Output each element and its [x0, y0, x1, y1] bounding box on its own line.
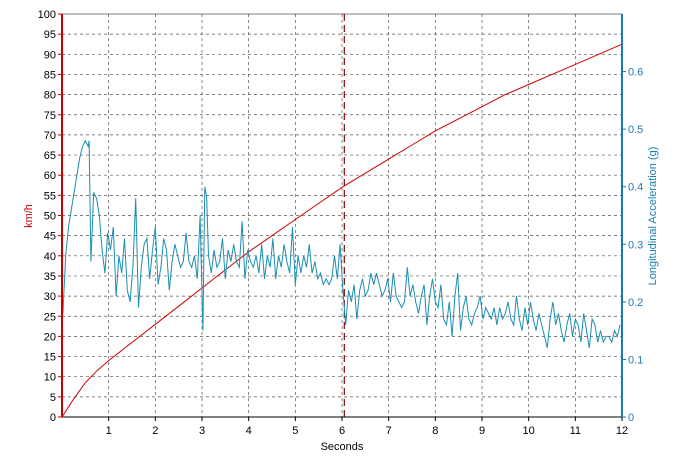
right-tick-label: 0.3 — [628, 239, 643, 251]
left-tick-label: 70 — [44, 130, 56, 142]
x-tick-label: 2 — [152, 425, 158, 437]
x-tick-label: 12 — [616, 425, 628, 437]
left-tick-label: 0 — [50, 412, 56, 424]
x-tick-label: 7 — [386, 425, 392, 437]
left-axis-title: km/h — [23, 204, 35, 228]
left-tick-label: 10 — [44, 372, 56, 384]
left-tick-label: 30 — [44, 291, 56, 303]
left-tick-label: 65 — [44, 150, 56, 162]
left-tick-label: 85 — [44, 69, 56, 81]
grid — [62, 14, 622, 417]
x-tick-label: 6 — [339, 425, 345, 437]
acceleration-series-line — [62, 139, 621, 349]
left-tick-label: 55 — [44, 190, 56, 202]
left-tick-label: 40 — [44, 251, 56, 263]
left-tick-label: 35 — [44, 271, 56, 283]
left-tick-label: 80 — [44, 90, 56, 102]
right-tick-label: 0.1 — [628, 354, 643, 366]
right-tick-label: 0.2 — [628, 297, 643, 309]
right-tick-label: 0.5 — [628, 124, 643, 136]
left-tick-label: 5 — [50, 392, 56, 404]
left-tick-label: 60 — [44, 170, 56, 182]
x-tick-label: 11 — [570, 425, 581, 437]
x-tick-label: 10 — [523, 425, 535, 437]
right-tick-label: 0.4 — [628, 182, 643, 194]
left-tick-label: 50 — [44, 211, 56, 223]
x-tick-label: 5 — [292, 425, 298, 437]
x-tick-label: 8 — [432, 425, 438, 437]
right-tick-label: 0.6 — [628, 67, 643, 79]
axes — [58, 13, 626, 421]
series-group — [61, 43, 623, 418]
left-tick-label: 20 — [44, 331, 56, 343]
x-tick-label: 9 — [479, 425, 485, 437]
left-tick-label: 25 — [44, 311, 56, 323]
x-tick-label: 3 — [199, 425, 205, 437]
left-tick-label: 15 — [44, 352, 56, 364]
right-tick-label: 0 — [628, 412, 634, 424]
x-tick-label: 4 — [246, 425, 252, 437]
left-tick-label: 75 — [44, 110, 56, 122]
right-axis-title: Longitudinal Acceleration (g) — [647, 147, 659, 286]
left-tick-label: 95 — [44, 29, 56, 41]
x-tick-label: 1 — [106, 425, 112, 437]
speed-series-line — [61, 43, 623, 418]
left-tick-label: 100 — [38, 9, 56, 21]
x-axis-title: Seconds — [321, 441, 364, 453]
left-tick-label: 90 — [44, 49, 56, 61]
tick-labels: 1 2 3 4 5 6 7 8 9 10 11 120510152025303540455055606… — [38, 9, 644, 437]
left-tick-label: 45 — [44, 231, 56, 243]
